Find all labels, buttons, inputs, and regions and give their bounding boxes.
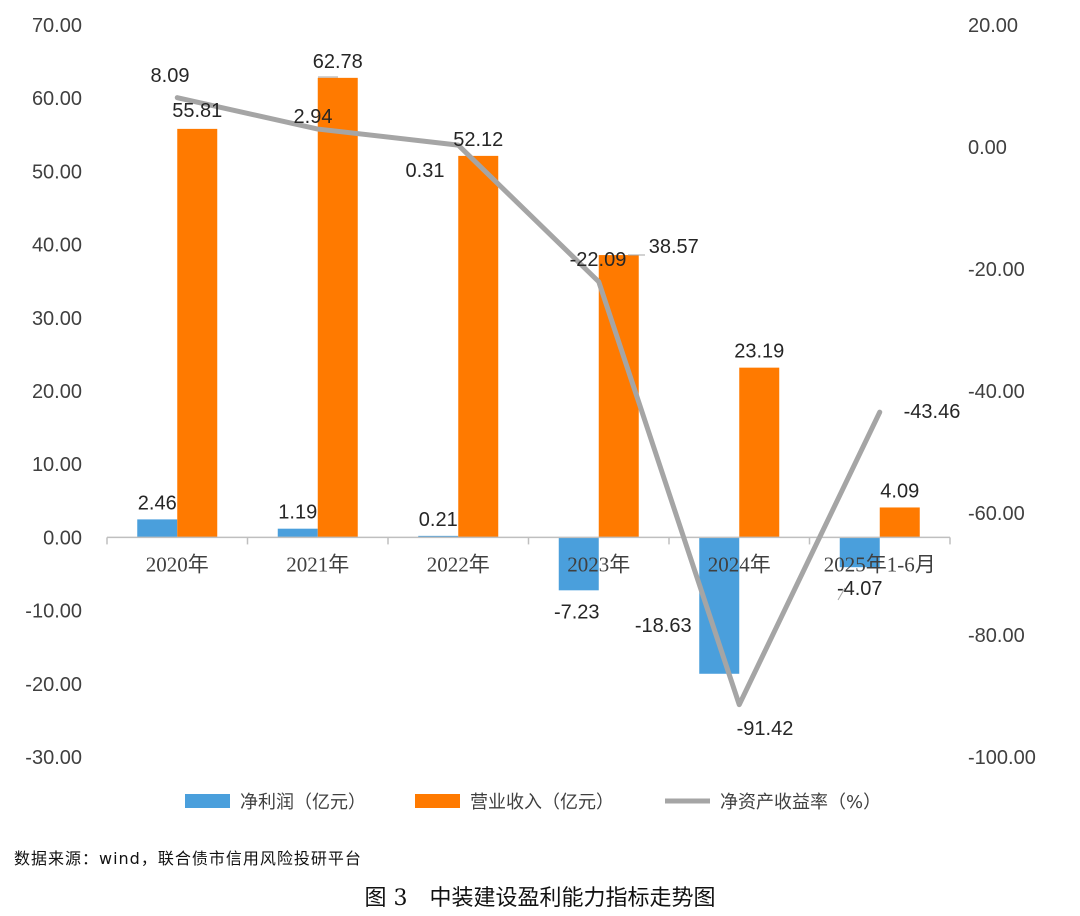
net-profit-bar	[418, 535, 459, 538]
net-profit-label: 2.46	[138, 492, 177, 514]
chart: 70.00 60.00 50.00 40.00 30.00 20.00 10.00 0.00 -…	[25, 15, 1036, 813]
net-profit-label: 1.19	[278, 502, 317, 524]
data-labels: 2.46 1.19 0.21 -7.23 -18.63 -4.07 55.81 62.78 52…	[138, 51, 961, 740]
right-axis-tick-label: 0.00	[968, 137, 1007, 159]
legend-label: 净利润（亿元）	[240, 792, 366, 813]
legend-label: 营业收入（亿元）	[470, 792, 614, 813]
legend-swatch	[415, 794, 460, 808]
revenue-bar	[458, 155, 499, 538]
left-axis-tick-label: 40.00	[32, 235, 82, 257]
legend-swatch	[185, 794, 230, 808]
legend: 净利润（亿元） 营业收入（亿元） 净资产收益率（%）	[185, 792, 881, 813]
category-label: 2022年	[427, 552, 490, 576]
net-profit-bar	[558, 537, 599, 591]
category-label: 2023年	[567, 552, 630, 576]
net-profit-bar	[137, 519, 178, 538]
right-axis-tick-label: 20.00	[968, 15, 1018, 37]
revenue-bar	[879, 507, 920, 538]
revenue-label: 62.78	[313, 51, 363, 73]
net-profit-label: 0.21	[419, 509, 458, 531]
roe-label: -22.09	[570, 249, 627, 271]
bars	[137, 77, 920, 674]
left-axis-tick-label: -10.00	[25, 601, 82, 623]
left-axis-tick-label: 20.00	[32, 381, 82, 403]
figure-caption: 图 3 中装建设盈利能力指标走势图	[364, 886, 716, 911]
net-profit-label: -7.23	[554, 601, 600, 623]
right-axis-tick-label: -60.00	[968, 503, 1025, 525]
source-note: 数据来源：wind，联合债市信用风险投研平台	[14, 849, 362, 868]
net-profit-label: -18.63	[635, 615, 692, 637]
right-axis-tick-label: -80.00	[968, 625, 1025, 647]
category-labels: 2020年 2021年 2022年 2023年 2024年 2025年1-6月	[146, 552, 936, 576]
roe-label: 0.31	[406, 160, 445, 182]
left-axis-tick-label: -20.00	[25, 674, 82, 696]
right-axis-tick-label: -40.00	[968, 381, 1025, 403]
zero-line	[106, 536, 951, 545]
right-y-axis: 20.00 0.00 -20.00 -40.00 -60.00 -80.00 -100.00	[968, 15, 1036, 769]
net-profit-bar	[277, 528, 318, 538]
right-axis-tick-label: -100.00	[968, 747, 1036, 769]
revenue-bar	[317, 77, 358, 538]
roe-line	[174, 95, 883, 708]
revenue-label: 55.81	[172, 100, 222, 122]
roe-label: -43.46	[904, 401, 961, 423]
revenue-bar	[177, 128, 218, 538]
category-label: 2025年1-6月	[824, 552, 936, 576]
category-label: 2021年	[286, 552, 349, 576]
left-y-axis: 70.00 60.00 50.00 40.00 30.00 20.00 10.00 0.00 -…	[25, 15, 82, 769]
roe-label: 2.94	[294, 106, 333, 128]
net-profit-bar	[839, 537, 880, 568]
category-label: 2024年	[708, 552, 771, 576]
left-axis-tick-label: -30.00	[25, 747, 82, 769]
left-axis-tick-label: 0.00	[43, 527, 82, 549]
left-axis-tick-label: 60.00	[32, 88, 82, 110]
revenue-label: 4.09	[880, 480, 919, 502]
revenue-label: 23.19	[734, 341, 784, 363]
right-axis-tick-label: -20.00	[968, 259, 1025, 281]
legend-label: 净资产收益率（%）	[720, 792, 881, 813]
revenue-label: 52.12	[453, 129, 503, 151]
left-axis-tick-label: 30.00	[32, 308, 82, 330]
left-axis-tick-label: 70.00	[32, 15, 82, 37]
left-axis-tick-label: 10.00	[32, 454, 82, 476]
roe-label: -91.42	[737, 718, 794, 740]
category-label: 2020年	[146, 552, 209, 576]
net-profit-label: -4.07	[837, 578, 883, 600]
revenue-label: 38.57	[649, 236, 699, 258]
revenue-bar	[739, 367, 780, 538]
roe-label: 8.09	[151, 65, 190, 87]
left-axis-tick-label: 50.00	[32, 161, 82, 183]
leader-line	[837, 587, 846, 601]
roe-series-line	[174, 95, 883, 708]
